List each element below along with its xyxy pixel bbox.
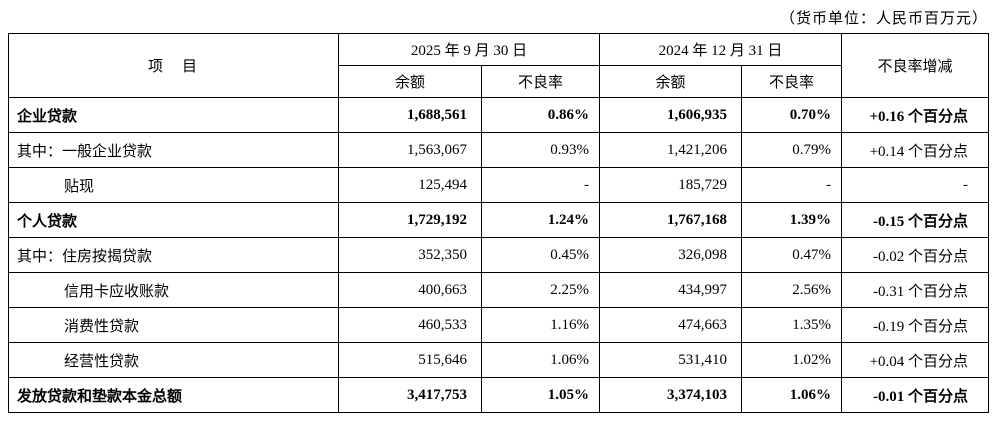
npl-2024-cell: 2.56% xyxy=(741,272,843,308)
balance-2025-cell: 125,494 xyxy=(338,167,482,203)
npl-2025-cell: 2.25% xyxy=(480,272,601,308)
balance-2025-cell: 515,646 xyxy=(338,342,482,378)
npl-2024-cell: 1.35% xyxy=(741,307,843,343)
header-npl-2024: 不良率 xyxy=(741,65,843,98)
table-row-credit-card-receivables: 信用卡应收账款 400,663 2.25% 434,997 2.56% -0.3… xyxy=(8,272,990,308)
balance-2024-cell: 434,997 xyxy=(599,272,743,308)
balance-2025-cell: 3,417,753 xyxy=(338,377,482,413)
table-row-housing-mortgage-loans: 其中：住房按揭贷款 352,350 0.45% 326,098 0.47% -0… xyxy=(8,237,990,273)
table-row-general-corporate-loans: 其中：一般企业贷款 1,563,067 0.93% 1,421,206 0.79… xyxy=(8,132,990,168)
row-item-label: 企业贷款 xyxy=(8,97,339,133)
npl-change-cell: -0.15 个百分点 xyxy=(841,202,990,238)
table-header: 项 目 2025 年 9 月 30 日 2024 年 12 月 31 日 不良率… xyxy=(8,33,990,98)
npl-2024-cell: 1.02% xyxy=(741,342,843,378)
balance-2025-cell: 1,688,561 xyxy=(338,97,482,133)
npl-2024-cell: 0.79% xyxy=(741,132,843,168)
row-item-label: 消费性贷款 xyxy=(8,307,339,343)
header-period-2024: 2024 年 12 月 31 日 xyxy=(599,33,843,66)
table-row-corporate-loans: 企业贷款 1,688,561 0.86% 1,606,935 0.70% +0.… xyxy=(8,97,990,133)
row-item-label: 其中：一般企业贷款 xyxy=(8,132,339,168)
header-npl-2025: 不良率 xyxy=(480,65,601,98)
row-item-label: 其中：住房按揭贷款 xyxy=(8,237,339,273)
row-item-label: 信用卡应收账款 xyxy=(8,272,339,308)
npl-2024-cell: 1.39% xyxy=(741,202,843,238)
npl-change-cell: -0.02 个百分点 xyxy=(841,237,990,273)
balance-2025-cell: 352,350 xyxy=(338,237,482,273)
npl-2024-cell: - xyxy=(741,167,843,203)
table-row-personal-loans: 个人贷款 1,729,192 1.24% 1,767,168 1.39% -0.… xyxy=(8,202,990,238)
header-row-periods: 项 目 2025 年 9 月 30 日 2024 年 12 月 31 日 不良率… xyxy=(8,33,990,98)
header-item: 项 目 xyxy=(8,33,339,98)
table-row-business-loans: 经营性贷款 515,646 1.06% 531,410 1.02% +0.04 … xyxy=(8,342,990,378)
table-row-consumer-loans: 消费性贷款 460,533 1.16% 474,663 1.35% -0.19 … xyxy=(8,307,990,343)
loan-quality-table: 项 目 2025 年 9 月 30 日 2024 年 12 月 31 日 不良率… xyxy=(8,33,990,413)
npl-change-cell: -0.19 个百分点 xyxy=(841,307,990,343)
balance-2024-cell: 1,606,935 xyxy=(599,97,743,133)
row-item-label: 经营性贷款 xyxy=(8,342,339,378)
npl-2025-cell: 0.45% xyxy=(480,237,601,273)
row-item-label: 个人贷款 xyxy=(8,202,339,238)
npl-2025-cell: 0.86% xyxy=(480,97,601,133)
npl-2025-cell: 1.16% xyxy=(480,307,601,343)
table-row-discounted-bills: 贴现 125,494 - 185,729 - - xyxy=(8,167,990,203)
npl-2024-cell: 1.06% xyxy=(741,377,843,413)
header-npl-change: 不良率增减 xyxy=(841,33,990,98)
npl-change-cell: +0.04 个百分点 xyxy=(841,342,990,378)
table-row-total-loans-and-advances: 发放贷款和垫款本金总额 3,417,753 1.05% 3,374,103 1.… xyxy=(8,377,990,413)
npl-2025-cell: 0.93% xyxy=(480,132,601,168)
balance-2024-cell: 1,421,206 xyxy=(599,132,743,168)
balance-2025-cell: 1,563,067 xyxy=(338,132,482,168)
balance-2024-cell: 531,410 xyxy=(599,342,743,378)
npl-2025-cell: 1.05% xyxy=(480,377,601,413)
header-row-subcolumns: 余额 不良率 余额 不良率 xyxy=(9,65,989,98)
header-period-2025: 2025 年 9 月 30 日 xyxy=(337,33,601,66)
npl-2025-cell: 1.24% xyxy=(480,202,601,238)
balance-2024-cell: 3,374,103 xyxy=(599,377,743,413)
npl-change-cell: -0.31 个百分点 xyxy=(841,272,990,308)
npl-2025-cell: - xyxy=(480,167,601,203)
npl-2025-cell: 1.06% xyxy=(480,342,601,378)
balance-2025-cell: 460,533 xyxy=(338,307,482,343)
npl-change-cell: - xyxy=(841,167,990,203)
table-body: 企业贷款 1,688,561 0.86% 1,606,935 0.70% +0.… xyxy=(8,97,990,413)
balance-2025-cell: 400,663 xyxy=(338,272,482,308)
npl-change-cell: +0.14 个百分点 xyxy=(841,132,990,168)
npl-2024-cell: 0.47% xyxy=(741,237,843,273)
header-balance-2024: 余额 xyxy=(599,65,743,98)
npl-2024-cell: 0.70% xyxy=(741,97,843,133)
balance-2024-cell: 1,767,168 xyxy=(599,202,743,238)
balance-2025-cell: 1,729,192 xyxy=(338,202,482,238)
currency-unit-note: （货币单位：人民币百万元） xyxy=(779,11,988,27)
balance-2024-cell: 185,729 xyxy=(599,167,743,203)
row-item-label: 贴现 xyxy=(8,167,339,203)
header-balance-2025: 余额 xyxy=(338,65,482,98)
balance-2024-cell: 474,663 xyxy=(599,307,743,343)
balance-2024-cell: 326,098 xyxy=(599,237,743,273)
npl-change-cell: -0.01 个百分点 xyxy=(841,377,990,413)
row-item-label: 发放贷款和垫款本金总额 xyxy=(8,377,339,413)
npl-change-cell: +0.16 个百分点 xyxy=(841,97,990,133)
